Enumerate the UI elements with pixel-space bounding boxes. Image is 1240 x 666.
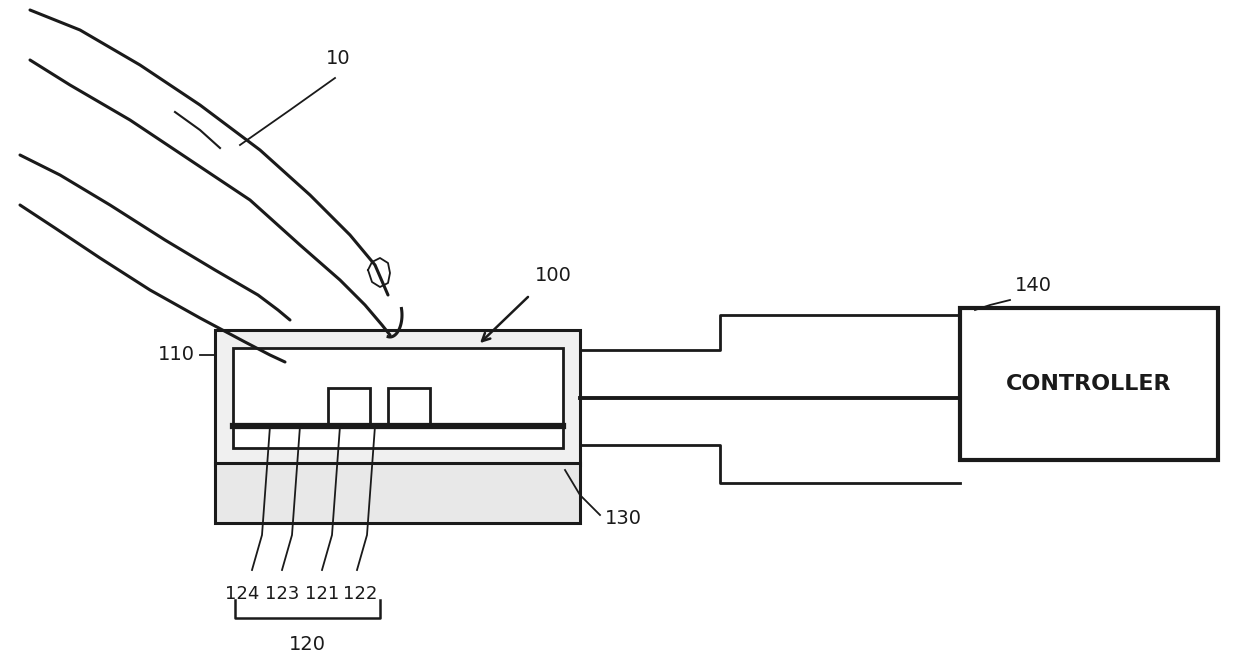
Bar [215, 463, 580, 523]
Text: 120: 120 [289, 635, 325, 654]
Text: 130: 130 [605, 509, 642, 527]
Bar [215, 330, 580, 465]
Bar [215, 463, 580, 523]
Bar [960, 308, 1218, 460]
Text: 123: 123 [265, 585, 299, 603]
Text: 124: 124 [224, 585, 259, 603]
Bar [388, 388, 430, 426]
Bar [233, 348, 563, 448]
Bar [329, 388, 370, 426]
Text: 10: 10 [326, 49, 351, 68]
Text: 110: 110 [157, 346, 195, 364]
Text: 121: 121 [305, 585, 339, 603]
Text: 100: 100 [534, 266, 572, 285]
Bar [215, 330, 580, 465]
Text: 140: 140 [1016, 276, 1052, 295]
Text: CONTROLLER: CONTROLLER [1006, 374, 1172, 394]
Bar [960, 308, 1218, 460]
Text: 122: 122 [342, 585, 377, 603]
